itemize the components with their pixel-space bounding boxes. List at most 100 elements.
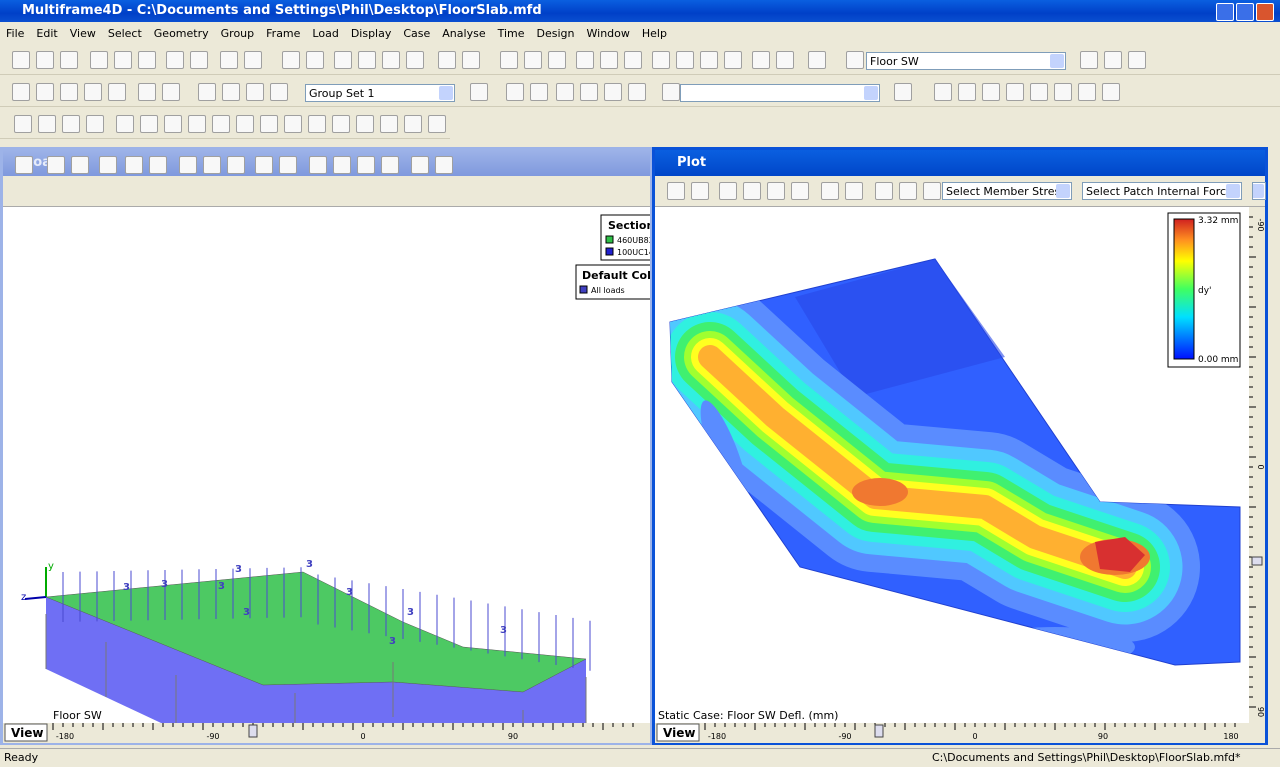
tool-button[interactable]	[576, 51, 594, 69]
tool-button[interactable]	[190, 51, 208, 69]
tool-button[interactable]	[260, 115, 278, 133]
menu-item[interactable]: Select	[107, 27, 142, 40]
case-combo[interactable]: Floor SW	[866, 52, 1066, 70]
tool-button[interactable]	[676, 51, 694, 69]
tool-button[interactable]	[462, 51, 480, 69]
tool-button[interactable]	[47, 156, 65, 174]
vruler-slider[interactable]	[1251, 556, 1263, 566]
tool-button[interactable]	[90, 51, 108, 69]
tool-button[interactable]	[1030, 83, 1048, 101]
tool-button[interactable]	[84, 83, 102, 101]
tool-button[interactable]	[36, 83, 54, 101]
tool-button[interactable]	[1078, 83, 1096, 101]
tool-button[interactable]	[14, 115, 32, 133]
tool-button[interactable]	[308, 115, 326, 133]
tool-button[interactable]	[628, 83, 646, 101]
tool-button[interactable]	[624, 51, 642, 69]
tool-button[interactable]	[108, 83, 126, 101]
tool-button[interactable]	[236, 115, 254, 133]
tool-button[interactable]	[138, 51, 156, 69]
tool-button[interactable]	[821, 182, 839, 200]
tool-button[interactable]	[357, 156, 375, 174]
group-combo[interactable]: Group Set 1	[305, 84, 455, 102]
tool-button[interactable]	[149, 156, 167, 174]
tool-button[interactable]	[380, 115, 398, 133]
tool-button[interactable]	[162, 83, 180, 101]
tool-button[interactable]	[198, 83, 216, 101]
tool-button[interactable]	[125, 156, 143, 174]
tool-button[interactable]	[500, 51, 518, 69]
maximize[interactable]	[1236, 3, 1254, 21]
tool-button[interactable]	[724, 51, 742, 69]
tool-button[interactable]	[899, 182, 917, 200]
tool-button[interactable]	[36, 51, 54, 69]
tool-button[interactable]	[114, 51, 132, 69]
tool-button[interactable]	[140, 115, 158, 133]
tool-button[interactable]	[333, 156, 351, 174]
tool-button[interactable]	[227, 156, 245, 174]
tool-button[interactable]	[1102, 83, 1120, 101]
dropdown[interactable]: Select Patch Internal Force	[1082, 182, 1242, 200]
dropdown[interactable]: Select Member Stress	[942, 182, 1072, 200]
menu-item[interactable]: View	[69, 27, 96, 40]
tool-button[interactable]	[138, 83, 156, 101]
tool-button[interactable]	[212, 115, 230, 133]
tool-button[interactable]	[580, 83, 598, 101]
tool-button[interactable]	[12, 51, 30, 69]
tool-button[interactable]	[188, 115, 206, 133]
tool-button[interactable]	[62, 115, 80, 133]
tool-button[interactable]	[334, 51, 352, 69]
tool-button[interactable]	[15, 156, 33, 174]
menu-item[interactable]: File	[6, 27, 25, 40]
tool-button[interactable]	[691, 182, 709, 200]
tool-button[interactable]	[116, 115, 134, 133]
tool-button[interactable]	[846, 51, 864, 69]
menu-item[interactable]: Group	[220, 27, 255, 40]
tool-button[interactable]	[719, 182, 737, 200]
tool-button[interactable]	[356, 115, 374, 133]
tool-button[interactable]	[164, 115, 182, 133]
empty-combo[interactable]	[680, 84, 880, 102]
menu-item[interactable]: Load	[312, 27, 339, 40]
tool-button[interactable]	[428, 115, 446, 133]
tool-button[interactable]	[404, 115, 422, 133]
tool-button[interactable]	[524, 51, 542, 69]
tool-button[interactable]	[438, 51, 456, 69]
close[interactable]	[1256, 3, 1274, 21]
tool-button[interactable]	[12, 83, 30, 101]
tool-button[interactable]	[255, 156, 273, 174]
tool-button[interactable]	[700, 51, 718, 69]
tool-button[interactable]	[270, 83, 288, 101]
tool-button[interactable]	[958, 83, 976, 101]
menu-item[interactable]: Geometry	[153, 27, 209, 40]
tool-button[interactable]	[808, 51, 826, 69]
tool-button[interactable]	[203, 156, 221, 174]
tool-button[interactable]	[435, 156, 453, 174]
ruler-slider[interactable]	[248, 724, 258, 738]
menu-item[interactable]: Window	[586, 27, 630, 40]
tool-button[interactable]	[530, 83, 548, 101]
tool-button[interactable]	[222, 83, 240, 101]
tool-button[interactable]	[1006, 83, 1024, 101]
menu-item[interactable]: Analyse	[442, 27, 486, 40]
tool-button[interactable]	[246, 83, 264, 101]
tool-button[interactable]	[776, 51, 794, 69]
tool-button[interactable]	[548, 51, 566, 69]
tool-button[interactable]	[244, 51, 262, 69]
tool-button[interactable]	[358, 51, 376, 69]
dropdown[interactable]: S	[1252, 182, 1266, 200]
tool-button[interactable]	[767, 182, 785, 200]
tool-button[interactable]	[845, 182, 863, 200]
tool-button[interactable]	[600, 51, 618, 69]
tool-button[interactable]	[382, 51, 400, 69]
menu-item[interactable]: Design	[536, 27, 575, 40]
view-tab[interactable]	[4, 723, 48, 742]
tool-button[interactable]	[662, 83, 680, 101]
tool-button[interactable]	[309, 156, 327, 174]
tool-button[interactable]	[982, 83, 1000, 101]
menu-item[interactable]: Frame	[266, 27, 301, 40]
tool-button[interactable]	[894, 83, 912, 101]
tool-button[interactable]	[934, 83, 952, 101]
tool-button[interactable]	[1104, 51, 1122, 69]
tool-button[interactable]	[1054, 83, 1072, 101]
